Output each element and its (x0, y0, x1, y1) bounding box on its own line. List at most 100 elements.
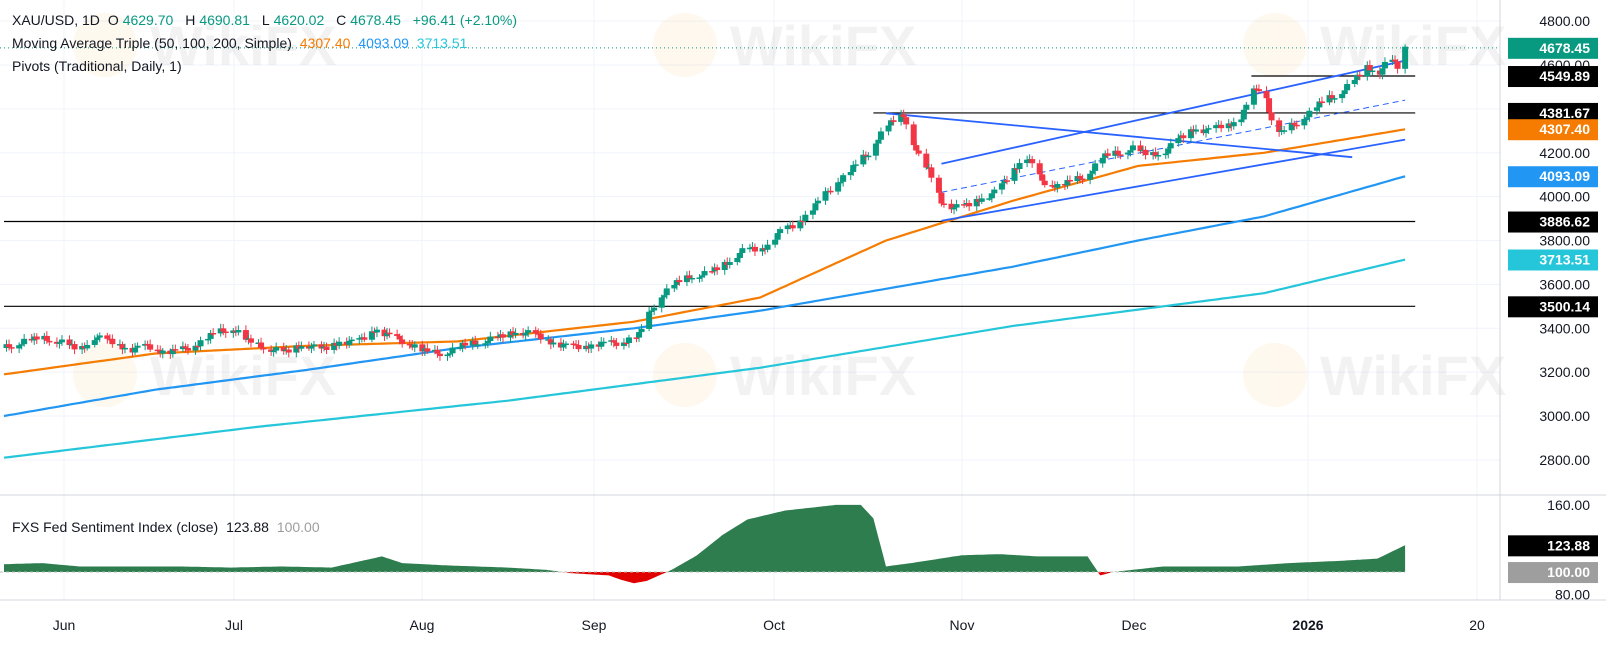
candle (1167, 138, 1174, 152)
candle-body (1291, 122, 1298, 125)
candle (978, 193, 985, 205)
candle (348, 336, 355, 346)
candle (600, 337, 607, 346)
candle-body (862, 154, 869, 157)
moving-average-50-line (3, 128, 1406, 376)
candle (411, 341, 418, 353)
pivots-title: Pivots (Traditional, Daily, 1) (12, 58, 182, 74)
candle-body (222, 331, 229, 334)
candle (673, 277, 680, 290)
candle-body (121, 347, 128, 350)
candle (386, 328, 393, 338)
candle (1402, 44, 1409, 74)
candle-body (1369, 70, 1376, 73)
candle (888, 117, 895, 131)
candle-body (147, 344, 154, 350)
candle-body (56, 342, 63, 344)
candle-body (109, 338, 116, 345)
candle-body (197, 340, 204, 347)
price-label-pivot: 4381.67 (1508, 102, 1598, 124)
candle-body (613, 342, 620, 346)
candle-body (1175, 138, 1182, 144)
price-label-text: 3500.14 (1539, 298, 1590, 314)
high-label: H (185, 12, 196, 28)
time-tick-label: Jul (225, 617, 243, 633)
candle-body (774, 233, 781, 240)
candle (323, 342, 330, 354)
candle-body (1329, 95, 1336, 99)
candle-body (1213, 125, 1220, 129)
candle (814, 197, 821, 208)
candle-body (600, 341, 607, 344)
candle (499, 331, 506, 343)
candle (71, 341, 78, 355)
candle-body (104, 335, 111, 339)
candle-body (940, 203, 947, 206)
sentiment-value-label: 100.00 (1508, 562, 1598, 584)
candle-body (998, 183, 1005, 190)
candle-body (573, 344, 580, 346)
candle-body (192, 345, 199, 351)
candle-body (1268, 112, 1275, 121)
candle-body (651, 307, 658, 311)
candle (1041, 175, 1048, 188)
candle-body (688, 277, 695, 280)
candle-body (21, 338, 28, 345)
time-tick-label: 2026 (1292, 617, 1323, 633)
candle-body (714, 267, 721, 271)
candle (1054, 181, 1061, 193)
price-tick-label: 4800.00 (1539, 13, 1590, 29)
candle-body (384, 332, 391, 337)
candle-body (676, 280, 683, 283)
time-tick-label: Aug (410, 617, 435, 633)
candle-body (94, 337, 101, 341)
candle (46, 336, 53, 346)
candle-body (1356, 74, 1363, 77)
price-label-ma200: 3713.51 (1508, 249, 1598, 271)
candle (169, 344, 176, 358)
candle-body (260, 347, 267, 350)
candle-body (1326, 95, 1333, 103)
candle-body (575, 344, 582, 350)
candle-body (699, 275, 706, 278)
candle-body (247, 338, 254, 343)
candle-body (434, 349, 441, 354)
moving-average-200-line (3, 258, 1406, 459)
candle-body (8, 347, 15, 349)
candle (512, 328, 519, 339)
candle-body (205, 338, 212, 341)
sentiment-legend: FXS Fed Sentiment Index (close) 123.88 1… (12, 519, 324, 535)
candle-body (721, 261, 728, 271)
candle (1011, 163, 1018, 185)
candle-body (242, 330, 249, 340)
price-label-text: 3886.62 (1539, 214, 1590, 230)
candle-body (1364, 65, 1371, 77)
candle-body (1313, 107, 1320, 111)
price-label-box (1508, 119, 1598, 141)
candle-body (396, 335, 403, 340)
candle-body (625, 337, 632, 344)
candle-body (966, 203, 973, 207)
candles (3, 44, 1409, 361)
candle-body (444, 354, 451, 357)
candle (865, 152, 872, 161)
candle (1288, 118, 1295, 134)
low-value: 4620.02 (273, 12, 325, 28)
candle (1079, 174, 1086, 184)
candle-body (1192, 129, 1199, 132)
candle-body (547, 339, 554, 345)
candle-body (726, 262, 733, 265)
sentiment-value-label: 123.88 (1508, 535, 1598, 557)
candle (159, 347, 166, 359)
candle-body (447, 353, 454, 355)
price-label-ma50: 4307.40 (1508, 119, 1598, 141)
candle (789, 220, 796, 232)
candle (1369, 67, 1376, 76)
candle-body (1276, 120, 1283, 133)
candle (21, 334, 28, 347)
sentiment-area-negative (4, 572, 1406, 584)
candle-body (961, 204, 968, 206)
price-label-box (1508, 296, 1598, 318)
candle-body (449, 347, 456, 354)
